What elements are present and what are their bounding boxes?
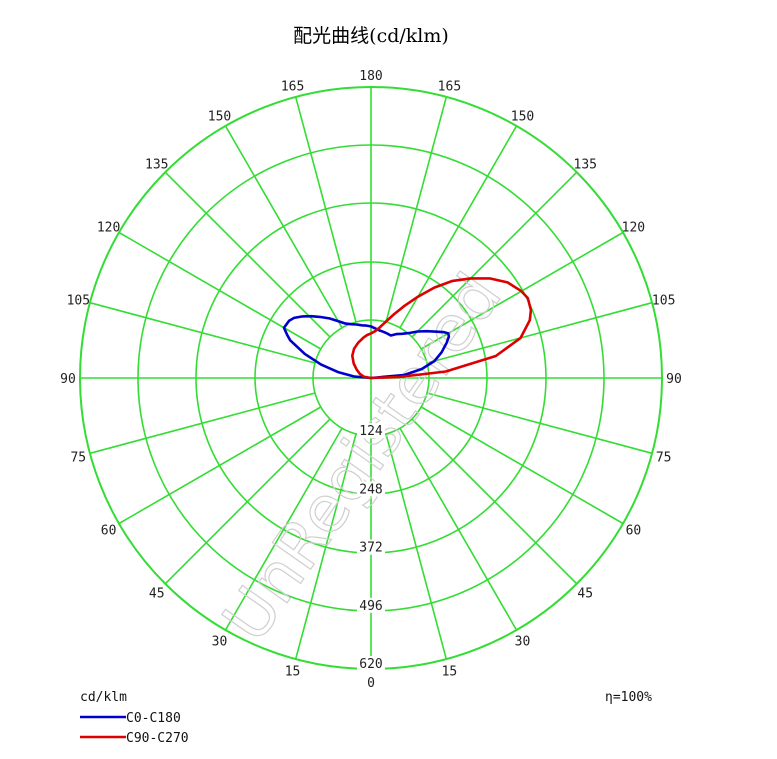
angle-tick-label: 165 (438, 79, 461, 94)
legend-label: C90-C270 (126, 731, 189, 746)
angle-tick-label: 90 (666, 372, 682, 387)
radial-tick-labels: 124 248 372 496 620 (357, 423, 385, 672)
series-c90-c270-line (350, 277, 533, 380)
grid-spoke (294, 433, 357, 660)
grid-spoke (411, 418, 578, 585)
angle-tick-label: 105 (67, 294, 90, 309)
angle-tick-label: 75 (656, 450, 672, 465)
legend-label: C0-C180 (126, 711, 181, 726)
radial-tick-label: 496 (359, 599, 382, 614)
angle-tick-label: 15 (285, 665, 301, 680)
radial-tick-label: 248 (359, 482, 382, 497)
angle-tick-label: 0 (367, 676, 375, 691)
angle-tick-label: 45 (149, 586, 165, 601)
unit-label: cd/klm (80, 690, 127, 705)
grid-spoke (399, 125, 518, 329)
angle-tick-label: 120 (622, 221, 645, 236)
grid-spoke (385, 96, 448, 323)
radial-label-bg (357, 656, 385, 671)
grid-spoke (118, 231, 322, 350)
radial-tick-label: 372 (359, 541, 382, 556)
radial-label-bg (357, 597, 385, 613)
grid-spoke (426, 301, 653, 364)
angle-tick-label: 165 (281, 79, 304, 94)
angle-tick-label: 30 (515, 634, 531, 649)
angle-tick-label: 60 (101, 524, 117, 539)
grid-spoke (224, 125, 343, 329)
series-c0-c180-line (282, 314, 451, 380)
series-layer (282, 277, 533, 380)
radial-label-bg (357, 481, 385, 497)
grid-spoke (164, 418, 331, 585)
angle-tick-labels: 0 15 30 45 60 75 90 105 120 135 150 165 180 15 30 45 60 7… (60, 69, 682, 691)
radial-tick-label: 620 (359, 657, 382, 672)
angle-tick-label: 150 (208, 110, 231, 125)
angle-tick-label: 30 (212, 634, 228, 649)
angle-tick-label: 150 (511, 110, 534, 125)
radial-label-bg (357, 423, 385, 439)
grid-spoke (426, 392, 653, 455)
grid-spoke (294, 96, 357, 323)
angle-tick-label: 75 (70, 450, 86, 465)
grid-spoke (224, 427, 343, 631)
grid-spoke (385, 433, 448, 660)
chart-title: 配光曲线(cd/klm) (293, 25, 449, 47)
grid-spoke (118, 406, 322, 525)
grid-spoke (399, 427, 518, 631)
angle-tick-label: 45 (577, 586, 593, 601)
angle-tick-label: 180 (359, 69, 382, 84)
angle-tick-label: 60 (626, 524, 642, 539)
angle-tick-label: 135 (145, 158, 168, 173)
radial-tick-label: 124 (359, 424, 383, 439)
legend: C0-C180 C90-C270 (80, 711, 189, 746)
angle-tick-label: 105 (652, 294, 675, 309)
grid-spoke (420, 406, 624, 525)
grid-spoke (89, 301, 316, 364)
grid-spoke (89, 392, 316, 455)
grid-spoke (411, 171, 578, 338)
angle-tick-label: 135 (574, 158, 597, 173)
angle-tick-label: 120 (97, 221, 120, 236)
efficiency-label: η=100% (605, 690, 652, 705)
radial-label-bg (357, 539, 385, 555)
polar-grid (79, 86, 663, 670)
angle-tick-label: 90 (60, 372, 76, 387)
grid-spoke (164, 171, 331, 338)
angle-tick-label: 15 (442, 665, 458, 680)
